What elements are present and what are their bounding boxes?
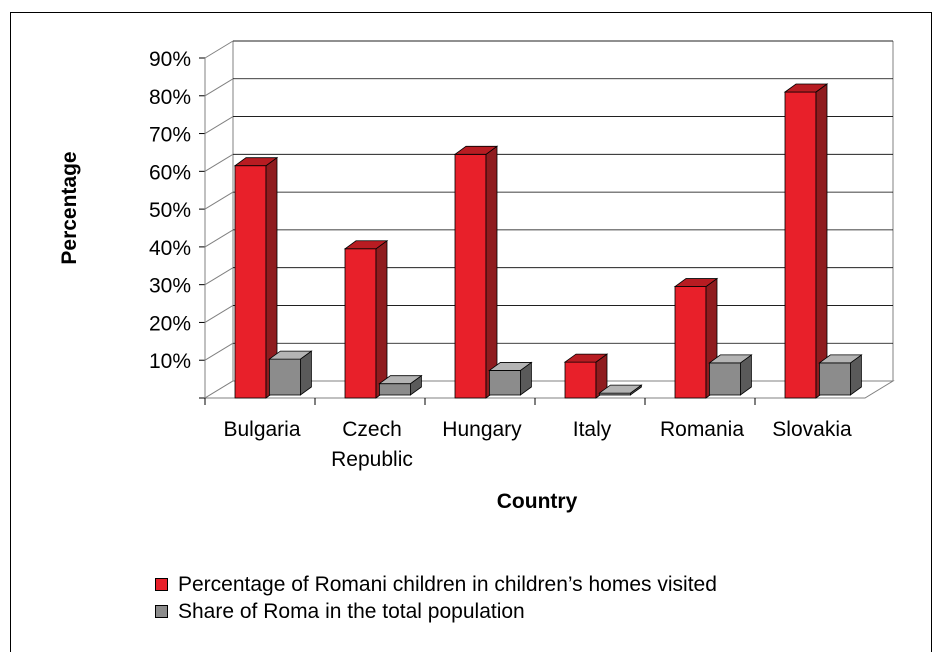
y-tick-label: 80% <box>149 86 191 109</box>
bar-top-0 <box>233 157 279 167</box>
bar-1 <box>709 362 741 396</box>
bar-top-0 <box>343 240 389 250</box>
legend-swatch-red <box>155 578 168 591</box>
gridline-side <box>204 116 234 134</box>
bar-top-1 <box>488 362 533 371</box>
x-axis-title: Country <box>497 490 578 513</box>
x-tick-label: Slovakia <box>772 418 852 441</box>
bar-1 <box>378 383 411 396</box>
gridline-side <box>204 229 234 248</box>
bar-1 <box>819 362 851 396</box>
gridline-side <box>204 40 234 59</box>
bar-0 <box>454 153 487 399</box>
side-wall <box>204 41 234 399</box>
y-tick-label: 60% <box>149 161 191 184</box>
bar-top-1 <box>818 354 863 364</box>
y-axis-title: Percentage <box>58 151 81 264</box>
gridline-side <box>204 153 234 172</box>
bars-layer <box>233 83 863 399</box>
bar-top-1 <box>708 354 753 364</box>
legend-label-romani-children: Percentage of Romani children in childre… <box>178 572 717 596</box>
x-tick-label: Italy <box>573 418 612 441</box>
bar-side-0 <box>815 83 828 399</box>
bar-0 <box>674 286 707 399</box>
gridline-side <box>204 342 234 361</box>
bar-0 <box>784 91 817 399</box>
labels-layer: 10% 20% 30% 40% 50% 60% 70% 80% 90% Bulgaria Czech… <box>149 48 852 471</box>
gridline-side <box>204 191 234 210</box>
legend-swatch-gray <box>155 605 168 618</box>
gridline-side <box>204 78 234 97</box>
legend-label-roma-share: Share of Roma in the total population <box>178 599 525 623</box>
y-tick-label: 10% <box>149 350 191 373</box>
x-tick-label: Romania <box>660 418 744 441</box>
bar-0 <box>234 165 267 399</box>
bar-top-0 <box>783 83 829 93</box>
y-tick-label: 90% <box>149 48 191 71</box>
bar-side-0 <box>485 145 498 399</box>
legend-item-roma-share: Share of Roma in the total population <box>155 598 717 625</box>
bar-0 <box>344 248 377 399</box>
x-tick-label: Republic <box>331 448 413 471</box>
legend: Percentage of Romani children in childre… <box>155 571 717 625</box>
gridline-side <box>204 305 234 323</box>
bar-1 <box>268 358 301 396</box>
y-tick-label: 30% <box>149 275 191 298</box>
bar-1 <box>488 370 521 396</box>
bar-top-0 <box>453 145 499 155</box>
y-tick-label: 20% <box>149 312 191 335</box>
x-tick-label: Bulgaria <box>223 418 300 441</box>
bar-top-1 <box>268 350 313 360</box>
y-tick-label: 70% <box>149 124 191 147</box>
y-tick-label: 50% <box>149 199 191 222</box>
x-tick-label: Czech <box>342 418 402 441</box>
bar-top-0 <box>563 353 609 363</box>
bar-top-1 <box>598 384 643 394</box>
bar-top-1 <box>378 375 423 385</box>
y-tick-label: 40% <box>149 237 191 260</box>
bar-0 <box>564 361 597 399</box>
gridline-side <box>204 267 234 286</box>
x-tick-label: Hungary <box>442 418 522 441</box>
bar-side-0 <box>375 239 388 399</box>
bar-top-0 <box>673 278 719 287</box>
legend-item-romani-children: Percentage of Romani children in childre… <box>155 571 717 598</box>
